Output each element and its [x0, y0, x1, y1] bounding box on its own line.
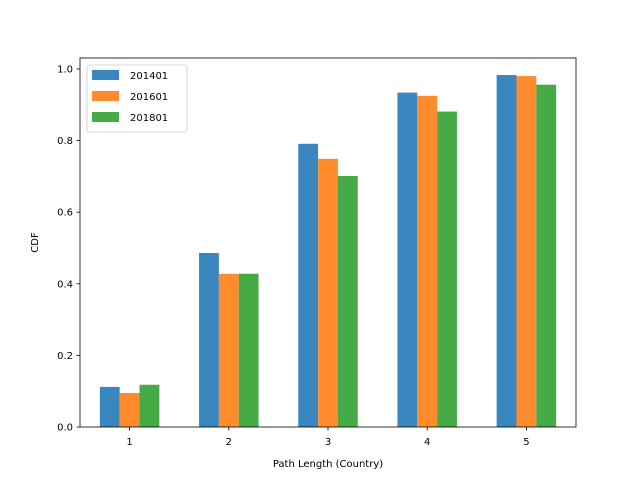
y-tick-label: 1.0 [57, 64, 73, 75]
legend-label: 201801 [130, 113, 168, 124]
bar-201801-3 [337, 176, 358, 427]
y-tick-label: 0.6 [57, 208, 73, 219]
bar-201801-5 [536, 84, 557, 427]
bar-201401-2 [199, 252, 219, 427]
bar-201601-5 [516, 76, 537, 428]
legend-label: 201601 [130, 92, 168, 103]
legend-swatch-201401 [92, 70, 119, 80]
x-tick-label: 2 [226, 437, 232, 448]
bar-201601-3 [318, 158, 338, 428]
y-tick-label: 0.2 [57, 351, 73, 362]
legend-label: 201401 [130, 71, 168, 82]
bars-group [99, 75, 557, 428]
bar-201801-4 [437, 111, 457, 428]
y-tick-label: 0.0 [57, 423, 73, 434]
x-axis-label: Path Length (Country) [273, 459, 383, 470]
x-tick-label: 4 [424, 437, 430, 448]
bar-201401-3 [298, 143, 319, 428]
y-tick-label: 0.8 [57, 136, 73, 147]
x-tick-label: 3 [325, 437, 331, 448]
x-tick-label: 1 [126, 437, 132, 448]
y-tick-label: 0.4 [57, 279, 73, 290]
bar-201801-1 [139, 384, 160, 427]
x-tick-label: 5 [523, 437, 529, 448]
legend-swatch-201801 [92, 112, 119, 122]
bar-201601-1 [119, 392, 140, 427]
y-axis-label: CDF [30, 232, 41, 253]
legend: 201401 201601 201801 [86, 64, 188, 133]
bar-201601-2 [218, 273, 239, 427]
y-axis-ticks: 0.0 0.2 0.4 0.6 0.8 1.0 [57, 64, 80, 434]
bar-201801-2 [238, 273, 259, 427]
legend-swatch-201601 [92, 91, 119, 101]
x-axis-ticks: 1 2 3 4 5 [126, 427, 530, 448]
bar-201401-1 [99, 386, 120, 427]
bar-201401-4 [397, 92, 418, 427]
bar-201401-5 [496, 75, 517, 428]
bar-201601-4 [417, 95, 438, 427]
